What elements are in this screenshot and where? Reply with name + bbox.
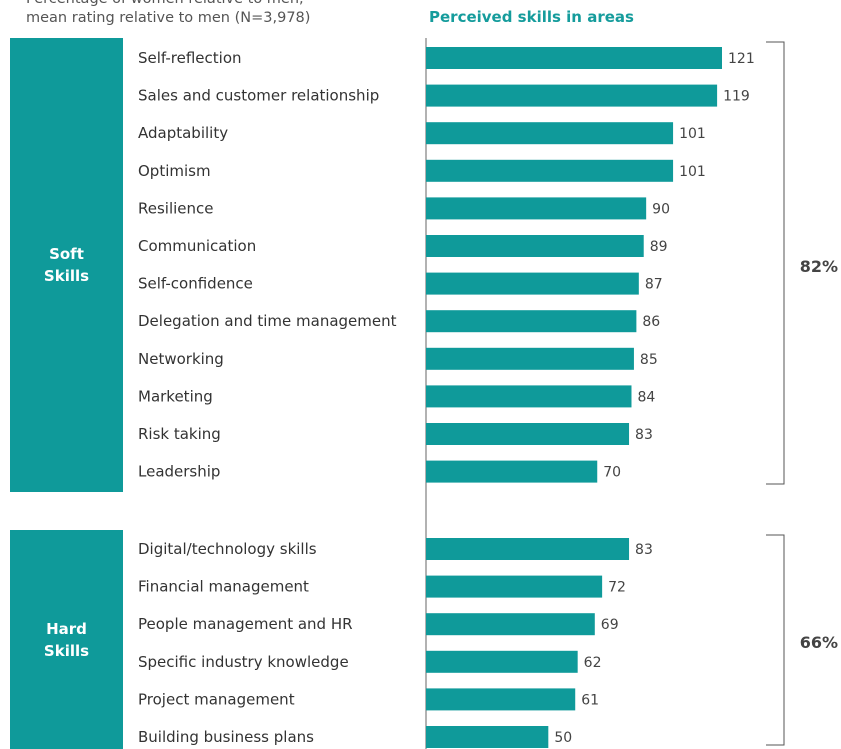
value-label: 90 [652,201,670,217]
value-label: 101 [679,126,706,142]
value-label: 84 [637,389,655,405]
bar [426,122,674,145]
value-label: 86 [642,314,660,330]
bar [426,310,637,333]
subtitle-line-2: mean rating relative to men (N=3,978) [26,10,311,26]
value-label: 69 [601,617,619,633]
category-label: Project management [138,690,295,708]
category-label: Marketing [138,387,213,405]
category-label: Leadership [138,463,220,481]
category-label: Self-confidence [138,275,253,293]
group-bracket [766,534,785,746]
bar [426,47,722,69]
category-label: Building business plans [138,728,314,746]
value-label: 89 [650,239,668,255]
bar [426,460,598,483]
category-label: Resilience [138,199,214,217]
value-label: 61 [581,692,599,708]
category-label: Digital/technology skills [138,540,317,558]
group-label-hard-line2: Skills [43,641,90,660]
group-label-hard-line1: Hard [46,619,87,638]
value-label: 72 [608,580,626,596]
category-label: Communication [138,237,256,255]
value-label: 83 [635,542,653,558]
bar [426,726,549,748]
bar [426,197,647,220]
value-label: 70 [603,465,621,481]
value-label: 87 [645,277,663,293]
category-label: Self-reflection [138,49,242,67]
category-label: Networking [138,350,224,368]
category-label: Risk taking [138,425,221,443]
category-label: People management and HR [138,615,353,633]
group-box-hard: Hard Skills [10,530,123,749]
bar [426,423,630,445]
percent-label-hard: 66% [799,633,838,652]
category-label: Financial management [138,578,309,596]
bar [426,347,634,370]
subtitle-line-1: Percentage of women relative to men, [26,0,304,9]
category-label: Delegation and time management [138,312,397,330]
category-label: Adaptability [138,124,228,142]
chart-header: Perceived skills in areas [429,8,634,26]
bar [426,613,595,636]
value-label: 101 [679,164,706,180]
bar [426,159,674,182]
bar [426,688,576,711]
bar [426,272,639,295]
group-box-soft: Soft Skills [10,38,123,492]
bar [426,538,630,560]
group-bracket [766,41,785,485]
value-label: 119 [723,89,750,105]
bar [426,650,578,673]
group-label-soft-line2: Skills [43,267,90,285]
bar [426,84,718,107]
bar [426,235,644,257]
category-label: Specific industry knowledge [138,653,349,671]
percent-label-soft: 82% [799,257,838,276]
value-label: 85 [640,352,658,368]
bar [426,575,603,598]
chart-subtitle: Percentage of women relative to men, mea… [26,0,406,34]
value-label: 50 [554,730,572,746]
value-label: 62 [584,655,602,671]
value-label: 83 [635,427,653,443]
value-label: 121 [728,51,755,67]
bar [426,385,632,408]
category-label: Optimism [138,162,211,180]
group-label-soft-line1: Soft [49,245,84,263]
category-label: Sales and customer relationship [138,87,379,105]
